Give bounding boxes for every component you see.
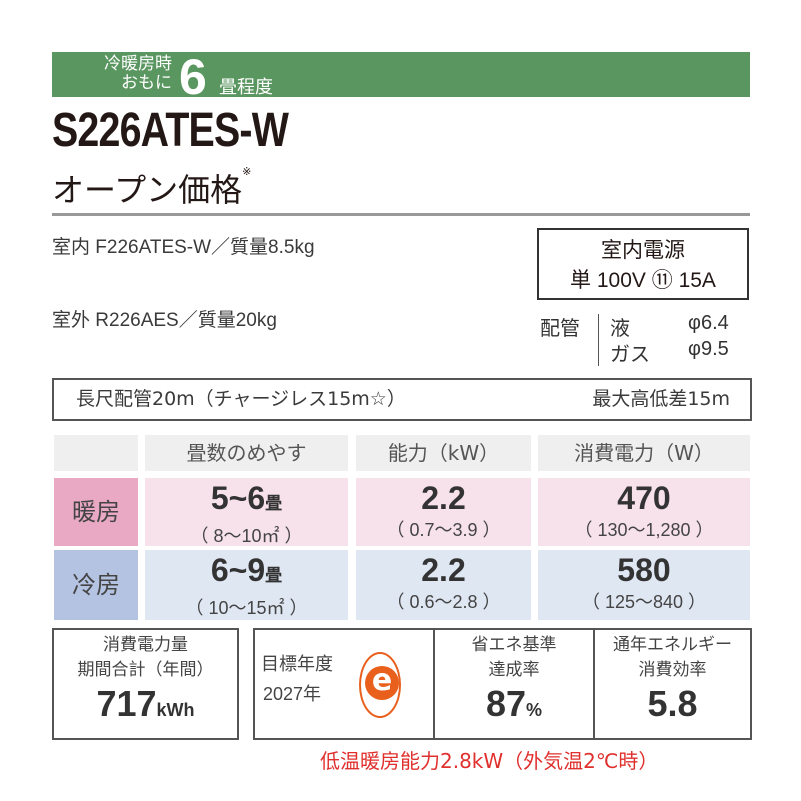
label: 達成率 <box>488 660 540 680</box>
long-piping-box: 長尺配管20m（チャージレス15m☆） 最大高低差15m <box>52 378 752 421</box>
value: 5.8 <box>647 683 698 724</box>
value: 2.2 <box>421 480 466 516</box>
label: 消費効率 <box>638 660 707 680</box>
gas-value: φ9.5 <box>688 338 729 360</box>
annual-consumption-box: 消費電力量 期間合計（年間） 717kWh <box>52 628 239 740</box>
label: 通年エネルギー <box>613 635 732 655</box>
banner-size: 6 <box>179 49 207 105</box>
unit: 畳 <box>265 494 283 513</box>
range: （ 10～15㎡ ） <box>185 598 308 618</box>
piping-label: 配管 <box>540 316 580 340</box>
logo-letter: e <box>365 666 399 700</box>
row-label-heating: 暖房 <box>54 478 138 546</box>
power-supply-box: 室内電源 単 100V ⑪ 15A <box>537 228 749 300</box>
heating-size: 5~6畳 （ 8～10㎡ ） <box>145 478 348 546</box>
indoor-unit: 室内 F226ATES-W／質量8.5kg <box>52 237 315 258</box>
target-year-cell: 目標年度 2027年 e <box>255 630 435 738</box>
apf-cell: 通年エネルギー 消費効率 5.8 <box>595 630 750 738</box>
range: （ 125～840 ） <box>581 592 707 612</box>
power-value: 単 100V ⑪ 15A <box>570 269 716 292</box>
value: 5~6 <box>210 480 266 516</box>
max-height-diff: 最大高低差15m <box>592 388 730 410</box>
range: （ 0.6～2.8 ） <box>386 592 501 612</box>
banner-unit: 畳程度 <box>219 77 273 98</box>
header-blank <box>54 435 138 471</box>
low-temp-heating-note: 低温暖房能力2.8kW（外気温2℃時） <box>320 749 659 773</box>
label: 2027年 <box>263 684 322 704</box>
unit: kWh <box>156 700 195 720</box>
value: 580 <box>617 552 671 588</box>
row-label-cooling: 冷房 <box>54 550 138 620</box>
range: （ 130～1,280 ） <box>574 520 714 540</box>
divider <box>52 213 750 216</box>
outdoor-unit: 室外 R226AES／質量20kg <box>52 310 277 331</box>
value: 470 <box>617 480 671 516</box>
achievement-cell: 省エネ基準 達成率 87% <box>435 630 595 738</box>
energy-saving-box: 目標年度 2027年 e 省エネ基準 達成率 87% 通年エネルギー 消費効率 … <box>253 628 752 740</box>
header-capacity: 能力（kW） <box>356 435 531 471</box>
room-size-banner: 冷暖房時 おもに 6 畳程度 <box>52 49 750 105</box>
value: 2.2 <box>421 552 466 588</box>
range: （ 8～10㎡ ） <box>190 526 303 546</box>
value: 6~9 <box>210 552 266 588</box>
range: （ 0.7～3.9 ） <box>386 520 501 540</box>
banner-line2: おもに <box>121 73 172 93</box>
label: 目標年度 <box>261 654 333 675</box>
cooling-power: 580 （ 125～840 ） <box>538 550 750 620</box>
liquid-value: φ6.4 <box>688 312 729 334</box>
unit: % <box>526 700 543 720</box>
gas-label: ガス <box>610 342 650 366</box>
energy-saving-logo-icon: e <box>359 652 401 718</box>
unit: 畳 <box>265 566 283 585</box>
value: 717 <box>96 683 157 724</box>
header-power: 消費電力（W） <box>538 435 750 471</box>
model-number: S226ATES-W <box>52 104 289 157</box>
long-pipe-text: 長尺配管20m（チャージレス15m☆） <box>76 388 406 410</box>
price: オープン価格※ <box>52 165 251 211</box>
banner-line1: 冷暖房時 <box>104 54 172 74</box>
heating-capacity: 2.2 （ 0.7～3.9 ） <box>356 478 531 546</box>
price-label: オープン価格 <box>52 171 243 209</box>
liquid-label: 液 <box>610 316 630 340</box>
label: 省エネ基準 <box>471 635 557 655</box>
power-title: 室内電源 <box>601 238 685 262</box>
label: 消費電力量 <box>103 635 188 655</box>
header-room-size: 畳数のめやす <box>145 435 348 471</box>
heating-power: 470 （ 130～1,280 ） <box>538 478 750 546</box>
cooling-capacity: 2.2 （ 0.6～2.8 ） <box>356 550 531 620</box>
divider <box>598 314 599 366</box>
value: 87 <box>485 683 527 724</box>
price-mark: ※ <box>242 165 252 178</box>
cooling-size: 6~9畳 （ 10～15㎡ ） <box>145 550 348 620</box>
label: 期間合計（年間） <box>77 660 214 680</box>
